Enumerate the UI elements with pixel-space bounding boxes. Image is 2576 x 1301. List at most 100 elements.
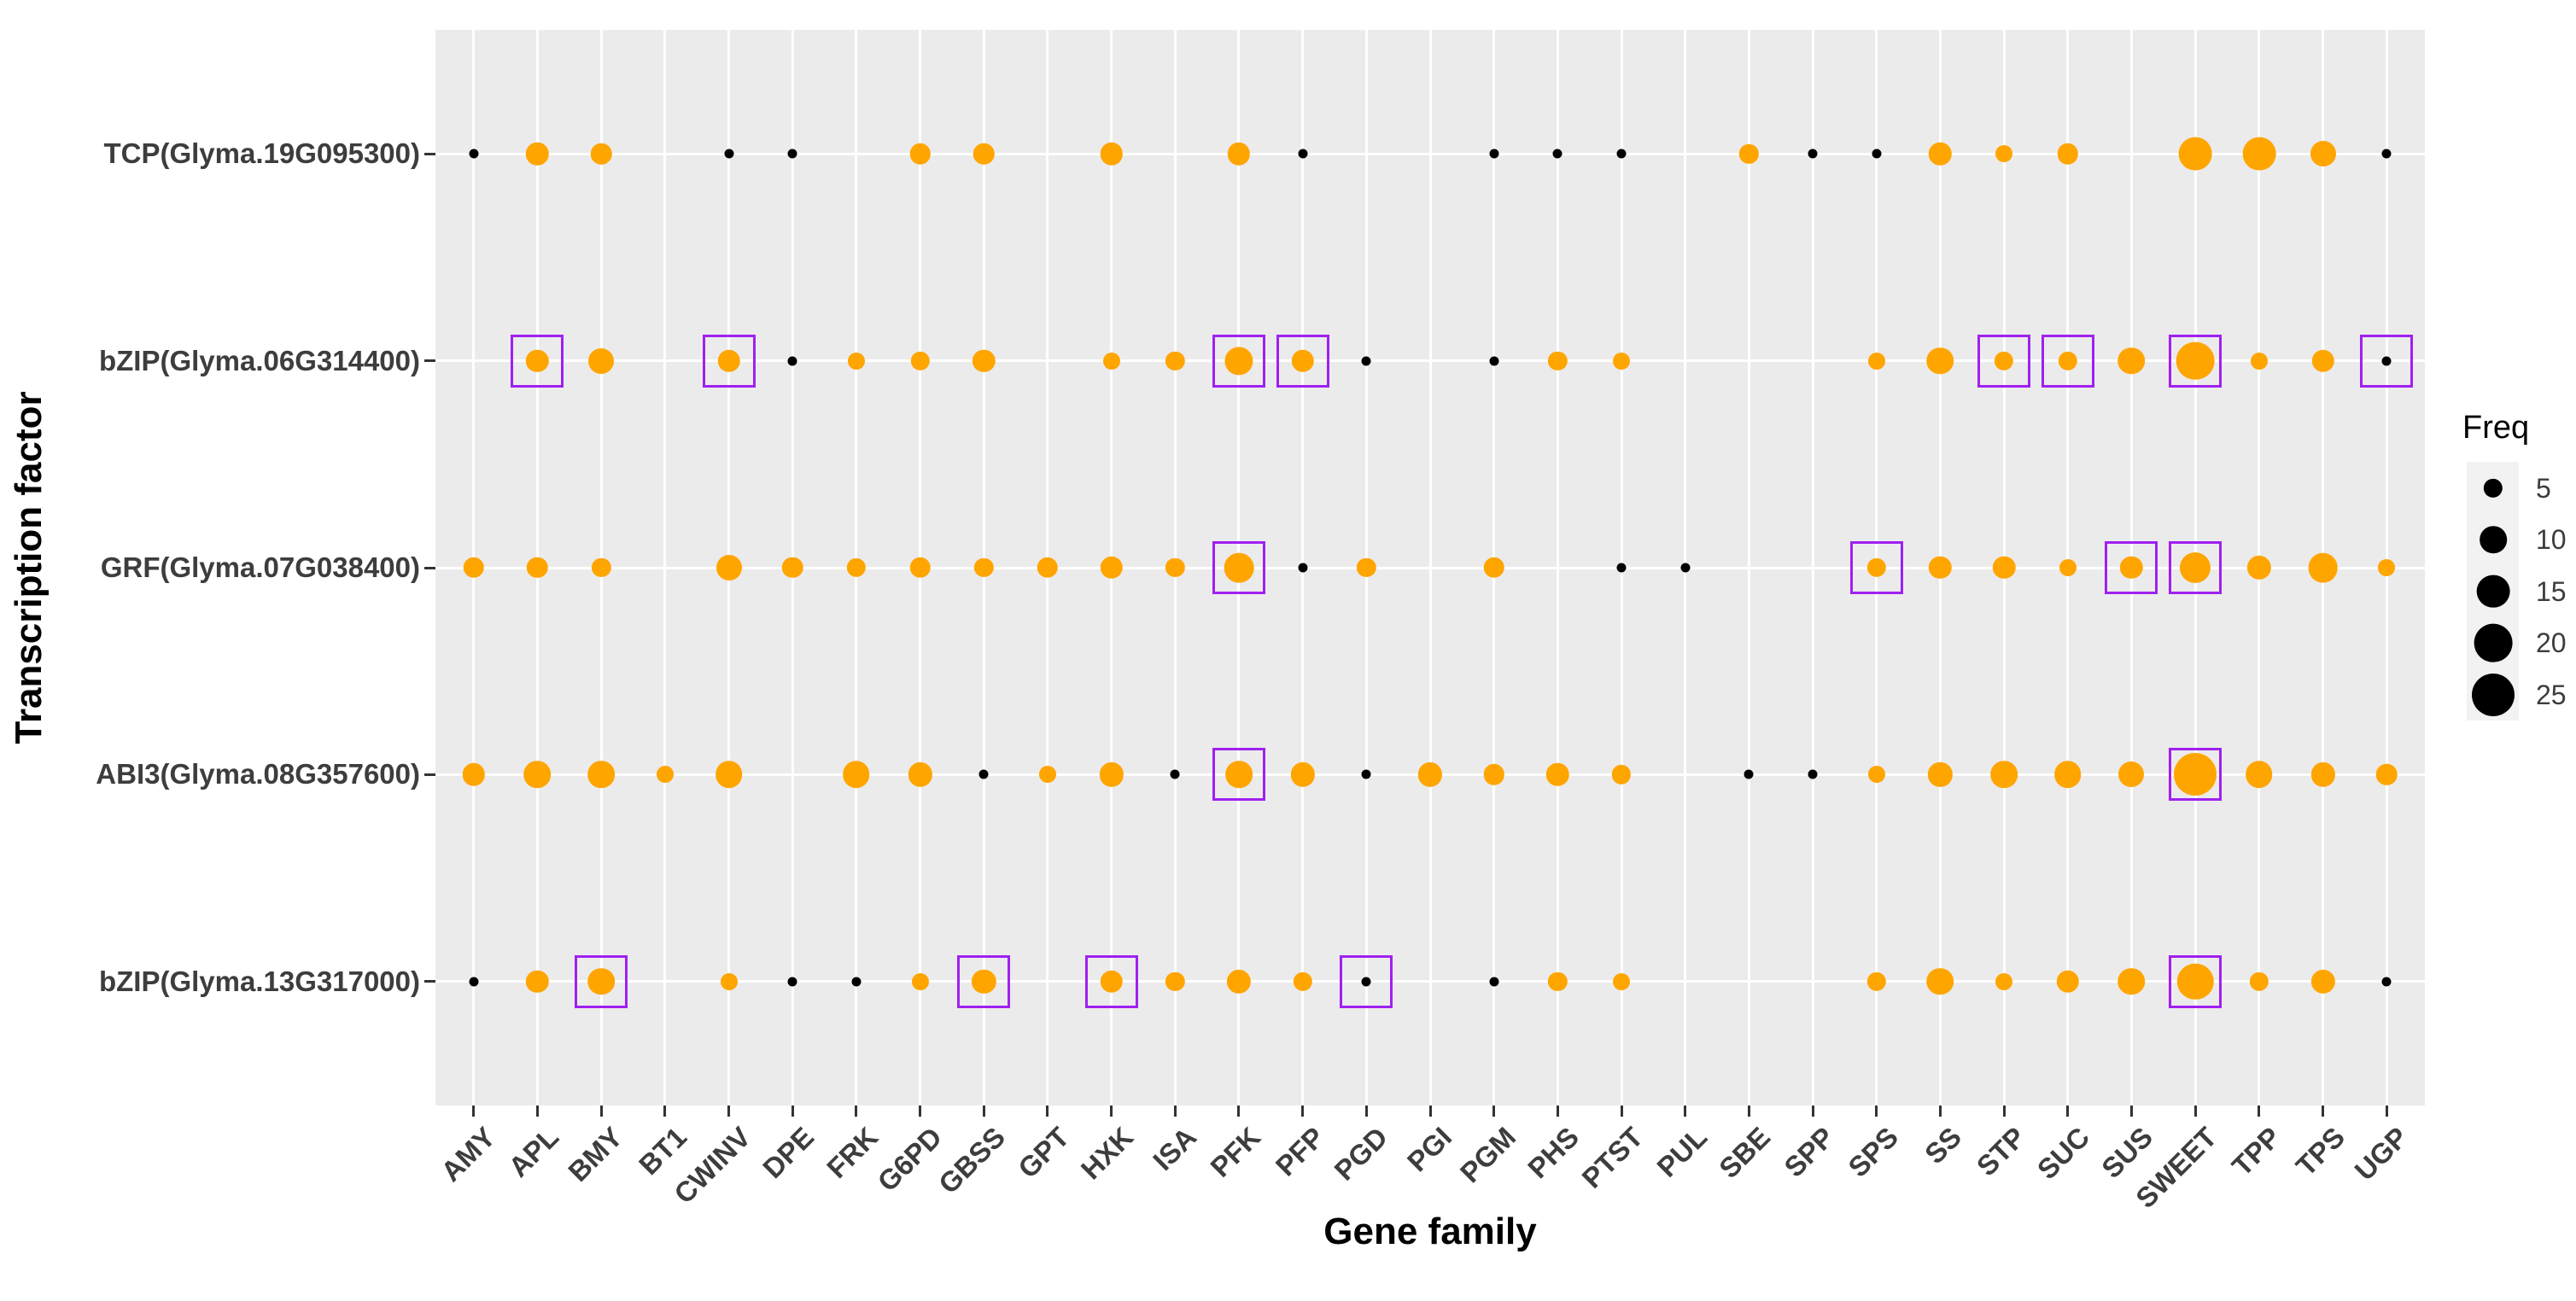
data-dot: [1037, 557, 1059, 579]
x-tick: [1237, 1106, 1241, 1117]
highlight-box: [1212, 541, 1265, 594]
highlight-box: [1084, 954, 1138, 1008]
x-tick: [855, 1106, 858, 1117]
data-dot: [787, 356, 797, 366]
data-dot: [1100, 970, 1123, 993]
y-tick: [424, 773, 435, 776]
data-dot: [2059, 559, 2077, 576]
data-dot: [717, 349, 740, 372]
data-dot: [847, 352, 865, 370]
y-tick: [424, 152, 435, 155]
y-tick: [424, 566, 435, 569]
x-tick: [919, 1106, 922, 1117]
x-tick: [1173, 1106, 1177, 1117]
data-dot: [462, 763, 486, 786]
highlight-box: [2169, 954, 2223, 1008]
data-dot: [1929, 143, 1952, 166]
legend-size-label: 5: [2536, 472, 2551, 504]
legend-size-dot: [2474, 623, 2513, 662]
data-dot: [526, 143, 549, 166]
data-dot: [2180, 551, 2211, 584]
data-dot: [2310, 762, 2335, 787]
data-dot: [1361, 977, 1371, 987]
x-tick: [2066, 1106, 2070, 1117]
y-tick: [424, 359, 435, 363]
data-dot: [2117, 347, 2146, 375]
data-dot: [1611, 765, 1632, 785]
x-tick: [2129, 1106, 2133, 1117]
data-dot: [1995, 972, 2013, 990]
data-dot: [587, 761, 615, 789]
highlight-box: [2105, 541, 2158, 594]
data-dot: [909, 557, 931, 579]
data-dot: [2176, 963, 2214, 1000]
data-dot: [1483, 557, 1504, 579]
highlight-box: [511, 334, 564, 388]
x-tick: [1811, 1106, 1814, 1117]
data-dot: [1298, 563, 1308, 573]
data-dot: [974, 557, 994, 578]
data-dot: [1995, 145, 2013, 163]
data-dot: [1100, 143, 1123, 166]
highlight-box: [1212, 334, 1265, 388]
data-dot: [2056, 970, 2080, 993]
data-dot: [2058, 351, 2077, 370]
data-dot: [587, 967, 615, 995]
data-dot: [1867, 352, 1885, 370]
data-dot: [1483, 764, 1504, 785]
highlight-box: [2169, 541, 2223, 594]
highlight-box: [2169, 748, 2223, 802]
data-dot: [846, 557, 867, 578]
data-dot: [851, 977, 862, 987]
data-dot: [1744, 769, 1754, 779]
data-dot: [526, 970, 549, 993]
x-tick: [727, 1106, 731, 1117]
data-dot: [2246, 761, 2273, 789]
legend-size-dot: [2480, 526, 2507, 553]
legend-title: Freq: [2462, 410, 2530, 446]
data-dot: [1613, 972, 1631, 990]
data-dot: [1992, 556, 2016, 580]
gridline-y: [435, 152, 2425, 155]
data-dot: [1038, 766, 1056, 784]
data-dot: [1928, 762, 1953, 787]
legend-size-label: 10: [2536, 524, 2567, 555]
data-dot: [1552, 149, 1563, 159]
x-tick: [1110, 1106, 1113, 1117]
data-dot: [911, 972, 929, 990]
data-dot: [2176, 341, 2215, 381]
data-dot: [463, 557, 485, 579]
data-dot: [1291, 349, 1314, 372]
data-dot: [1616, 563, 1627, 573]
data-dot: [2057, 143, 2079, 165]
data-dot: [2381, 356, 2392, 366]
data-dot: [1298, 149, 1308, 159]
x-tick: [982, 1106, 985, 1117]
data-dot: [972, 969, 996, 994]
data-dot: [1613, 352, 1631, 370]
x-tick: [1620, 1106, 1623, 1117]
data-dot: [1990, 761, 2018, 789]
x-tick: [2322, 1106, 2324, 1117]
data-dot: [908, 762, 932, 787]
x-tick: [2385, 1106, 2388, 1117]
data-dot: [1808, 149, 1818, 159]
highlight-box: [702, 334, 756, 388]
data-dot: [469, 977, 479, 987]
data-dot: [715, 761, 743, 789]
data-dot: [2246, 555, 2271, 580]
x-tick: [2258, 1106, 2261, 1117]
data-dot: [2178, 137, 2212, 171]
x-tick: [472, 1106, 476, 1117]
data-dot: [2308, 552, 2338, 583]
data-dot: [526, 349, 549, 372]
y-tick: [424, 980, 435, 983]
data-dot: [591, 557, 611, 578]
data-dot: [2310, 969, 2335, 994]
x-tick: [535, 1106, 539, 1117]
data-dot: [1165, 557, 1185, 578]
data-dot: [1994, 351, 2014, 370]
data-dot: [590, 143, 612, 165]
data-dot: [781, 557, 803, 579]
